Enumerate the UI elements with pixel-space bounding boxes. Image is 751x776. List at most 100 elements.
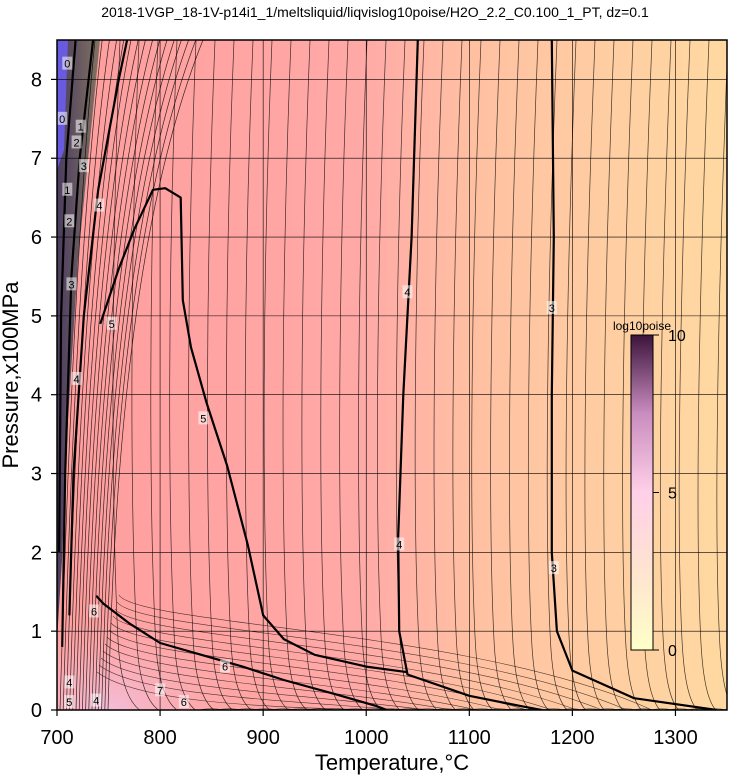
thin-contour — [263, 40, 367, 710]
thin-contour — [104, 40, 197, 710]
contour-label-text: 3 — [68, 279, 74, 291]
contour-label-bg — [178, 695, 189, 709]
thin-contour — [527, 40, 619, 710]
contour-label: 4 — [64, 675, 75, 689]
colorbar: log10poise 0 5 10 — [613, 319, 686, 660]
thin-contour — [118, 594, 653, 710]
contour-label-bg — [94, 198, 105, 212]
thin-contour — [490, 40, 583, 710]
thin-contour — [98, 40, 182, 710]
x-axis-label: Temperature,°C — [315, 750, 469, 775]
contour-label: 5 — [198, 411, 209, 425]
thin-contour — [226, 40, 331, 710]
thin-contour — [104, 643, 478, 710]
contour-label-bg — [402, 285, 413, 299]
chart-title: 2018-1VGP_18-1V-p14i1_1/meltsliquid/liqv… — [101, 4, 649, 20]
thin-contour — [112, 40, 223, 710]
y-tick-label: 6 — [31, 227, 42, 249]
contour-label-text: 5 — [200, 413, 206, 425]
thin-contour — [282, 40, 385, 710]
thin-contour — [169, 40, 277, 710]
high-viscosity-region — [57, 520, 317, 710]
contour-label-bg — [71, 371, 82, 385]
thin-contour — [584, 40, 673, 710]
contour-label-text: 4 — [96, 201, 102, 213]
contour-label-bg — [546, 301, 557, 314]
contour-label: 3 — [66, 277, 77, 291]
thin-contour — [736, 40, 751, 716]
contour-line-3 — [550, 40, 717, 710]
colorbar-ticks: 0 5 10 — [653, 328, 686, 660]
thin-contour — [358, 40, 457, 710]
thin-contour — [377, 40, 475, 710]
y-tick-label: 8 — [31, 69, 42, 91]
x-tick-label: 900 — [246, 727, 279, 749]
contour-label-text: 3 — [549, 303, 555, 315]
y-tick-label: 3 — [31, 464, 42, 486]
contour-label-text: 3 — [551, 563, 557, 575]
contour-label: 1 — [75, 119, 86, 134]
thin-contour — [69, 40, 117, 710]
thin-contour — [603, 40, 691, 710]
thin-contour — [659, 40, 727, 710]
colorbar-tick-label: 10 — [668, 328, 686, 345]
contour-label: 5 — [106, 316, 117, 331]
y-axis-label: Pressure,x100MPa — [0, 281, 23, 469]
contour-label-text: 7 — [157, 685, 163, 697]
colorbar-title: log10poise — [613, 319, 671, 333]
thin-contour — [339, 40, 439, 710]
x-tick-label: 1200 — [550, 727, 595, 749]
thin-contour — [546, 40, 637, 710]
very-low-temperature-band — [57, 40, 68, 170]
contour-label-text: 5 — [109, 319, 115, 331]
colorbar-tick-label: 5 — [668, 486, 677, 503]
thin-contour — [88, 40, 161, 710]
contour-label: 0 — [62, 56, 73, 71]
contour-label: 0 — [57, 111, 68, 126]
contour-label: 4 — [71, 371, 82, 386]
contour-label-text: 2 — [74, 137, 80, 149]
contour-label-text: 6 — [181, 697, 187, 709]
contour-line-3 — [61, 40, 95, 647]
contour-label-text: 1 — [78, 122, 84, 134]
thin-contour — [150, 40, 259, 710]
contour-label-bg — [155, 683, 166, 697]
thin-contour — [62, 40, 103, 710]
contour-label-bg — [64, 214, 75, 228]
contour-label-bg — [66, 277, 77, 291]
thin-contour — [78, 40, 139, 710]
contour-label-bg — [57, 111, 68, 125]
y-tick-label: 0 — [31, 700, 42, 722]
contour-label-bg — [71, 135, 82, 149]
contour-label-text: 6 — [222, 662, 228, 674]
contour-line-5 — [99, 187, 408, 674]
colorbar-ramp — [630, 334, 654, 651]
thin-contour — [697, 40, 717, 710]
contour-label-bg — [75, 119, 86, 133]
contour-label-bg — [64, 675, 75, 689]
contour-label: 6 — [220, 659, 231, 674]
contour-line-4 — [68, 40, 129, 616]
contour-label: 5 — [64, 695, 75, 709]
thin-contour — [98, 664, 403, 710]
contour-label: 2 — [71, 135, 82, 149]
contour-label: 4 — [94, 198, 105, 213]
thin-contour — [110, 622, 553, 710]
contour-label: 3 — [548, 561, 559, 575]
contour-label: 6 — [178, 695, 189, 709]
thin-contour — [678, 40, 698, 710]
y-tick-label: 5 — [31, 306, 42, 328]
contour-label-bg — [220, 659, 231, 673]
contour-label-bg — [62, 56, 73, 70]
contour-label: 4 — [394, 537, 405, 551]
contour-label-bg — [62, 182, 73, 196]
thin-contour — [85, 40, 153, 710]
y-tick-label: 2 — [31, 542, 42, 564]
thin-contour — [207, 40, 313, 710]
x-tick-label: 1300 — [653, 727, 698, 749]
contour-label-bg — [64, 695, 75, 709]
contour-label-bg — [78, 159, 89, 173]
thin-contour — [244, 40, 349, 710]
